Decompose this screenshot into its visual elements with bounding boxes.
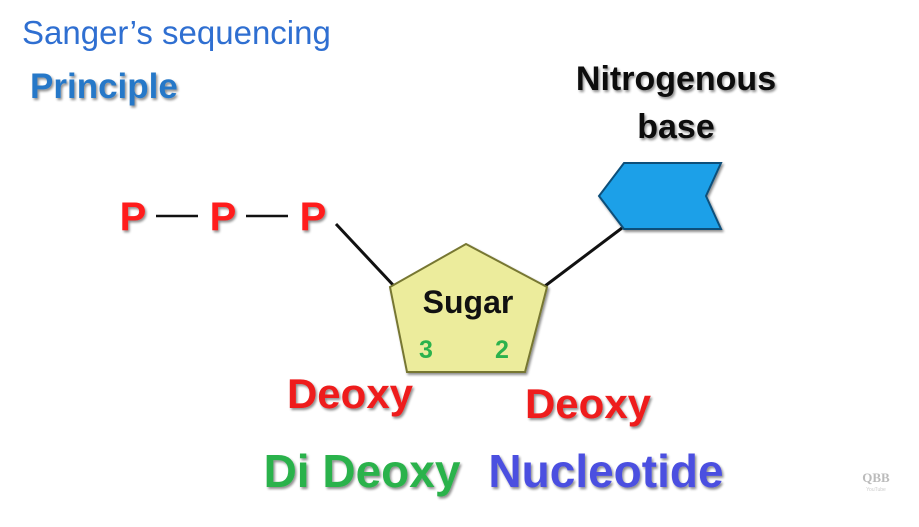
phosphate-sugar-bond xyxy=(334,222,396,288)
page-title: Sanger’s sequencing xyxy=(22,14,331,51)
phosphate-1: P xyxy=(120,195,147,239)
phosphate-2: P xyxy=(210,195,237,239)
sugar-pentagon xyxy=(388,242,549,373)
phosphate-3: P xyxy=(300,195,327,239)
carbon-3-label: 3 xyxy=(419,336,433,364)
base-label-line1: Nitrogenous xyxy=(576,60,776,98)
sugar-base-bond xyxy=(544,226,623,288)
footer-di-deoxy: Di Deoxy xyxy=(264,445,461,497)
base-label-line2: base xyxy=(637,108,715,146)
deoxy-label-right: Deoxy xyxy=(525,380,652,427)
sugar-label: Sugar xyxy=(423,284,514,320)
carbon-2-label: 2 xyxy=(495,336,509,364)
logo-subtext: YouTube xyxy=(866,487,886,493)
logo-text: QBB xyxy=(862,470,890,485)
page-subtitle: Principle xyxy=(30,67,178,106)
deoxy-label-left: Deoxy xyxy=(287,370,414,417)
channel-logo: QBB YouTube xyxy=(862,470,890,493)
footer-nucleotide: Nucleotide xyxy=(488,445,723,497)
nitrogenous-base-shape xyxy=(597,162,723,230)
